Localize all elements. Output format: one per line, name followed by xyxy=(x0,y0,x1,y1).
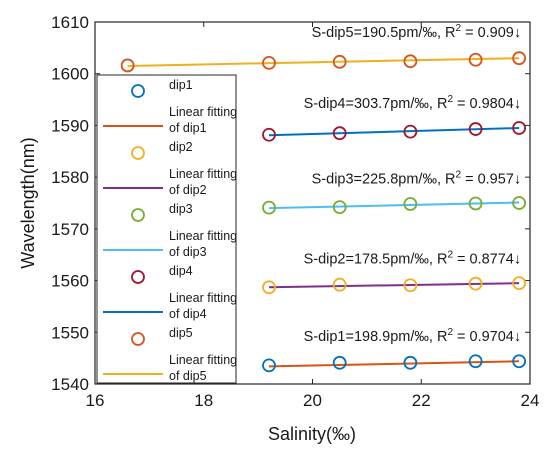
fit-line-1 xyxy=(268,360,520,368)
annotations: S-dip5=190.5pm/‰, R2 = 0.909↓ S-dip4=303.… xyxy=(304,23,522,345)
y-tick-label: 1540 xyxy=(51,375,89,394)
y-tick-label: 1580 xyxy=(51,168,89,187)
data-point-dip3 xyxy=(512,196,527,210)
fit-lines xyxy=(127,57,520,368)
legend-label: Linear fitting xyxy=(169,291,237,305)
data-point-dip5 xyxy=(403,54,418,69)
legend-label: of dip1 xyxy=(169,121,207,135)
x-tick-label: 24 xyxy=(521,391,540,410)
data-point-dip1 xyxy=(403,355,418,370)
legend-marker xyxy=(131,208,145,222)
data-point-dip5 xyxy=(512,51,527,66)
data-point-dip5 xyxy=(332,54,347,69)
y-tick-label: 1590 xyxy=(51,116,89,135)
data-point-dip5 xyxy=(262,55,276,70)
annotation-label: S-dip3=225.8pm/‰, R2 = 0.957↓ xyxy=(312,169,522,187)
legend-marker xyxy=(131,332,145,346)
data-point-dip1 xyxy=(468,354,483,369)
data-point-dip2 xyxy=(468,276,483,291)
data-point-dip3 xyxy=(403,197,418,211)
fit-line-4 xyxy=(268,127,520,137)
data-point-dip3 xyxy=(332,200,347,215)
legend-label: dip3 xyxy=(169,202,193,216)
data-point-dip2 xyxy=(332,277,347,292)
legend-marker xyxy=(131,146,145,160)
y-axis-label: Wavelength(nm) xyxy=(18,137,38,268)
data-point-dip2 xyxy=(262,280,276,295)
legend-label: Linear fitting xyxy=(169,229,237,243)
y-tick-label: 1570 xyxy=(51,220,89,239)
data-point-dip1 xyxy=(262,358,276,373)
data-point-dip4 xyxy=(403,124,418,139)
y-tick-label: 1600 xyxy=(51,65,89,84)
data-point-dip1 xyxy=(332,355,347,370)
fit-line-2 xyxy=(268,282,520,289)
legend-label: Linear fitting xyxy=(169,353,237,367)
legend-label: dip1 xyxy=(169,78,193,92)
data-point-dip5 xyxy=(120,58,135,73)
x-tick-label: 16 xyxy=(86,391,105,410)
data-point-dip3 xyxy=(468,196,483,211)
data-point-dip2 xyxy=(512,276,527,291)
legend-label: of dip3 xyxy=(169,245,207,259)
legend-marker xyxy=(131,270,145,284)
data-points xyxy=(120,51,527,373)
annotation-label: S-dip4=303.7pm/‰, R2 = 0.9804↓ xyxy=(304,94,522,112)
x-tick-label: 22 xyxy=(412,391,431,410)
data-point-dip2 xyxy=(403,278,418,293)
data-point-dip4 xyxy=(512,121,527,135)
y-tick-label: 1560 xyxy=(51,272,89,291)
legend-label: Linear fitting xyxy=(169,105,237,119)
y-tick-label: 1550 xyxy=(51,323,89,342)
legend-label: dip5 xyxy=(169,326,193,340)
axes: 16 18 20 22 24 1540 1550 1560 1570 1580 1590 1600 16… xyxy=(51,13,539,410)
data-point-dip4 xyxy=(468,122,483,136)
legend-label: of dip5 xyxy=(169,369,207,383)
y-tick-label: 1610 xyxy=(51,13,89,32)
legend-marker xyxy=(131,84,145,98)
x-tick-label: 18 xyxy=(194,391,213,410)
legend-label: dip4 xyxy=(169,264,193,278)
data-point-dip4 xyxy=(332,126,347,141)
legend-label: of dip2 xyxy=(169,183,207,197)
legend-label: Linear fitting xyxy=(169,167,237,181)
x-tick-label: 20 xyxy=(303,391,322,410)
legend-label: of dip4 xyxy=(169,307,207,321)
data-point-dip5 xyxy=(468,52,483,67)
legend-label: dip2 xyxy=(169,140,193,154)
annotation-label: S-dip2=178.5pm/‰, R2 = 0.8774↓ xyxy=(304,250,522,268)
annotation-label: S-dip1=198.9pm/‰, R2 = 0.9704↓ xyxy=(304,327,522,345)
data-point-dip1 xyxy=(512,354,527,369)
data-point-dip4 xyxy=(262,127,276,142)
legend: dip1 Linear fitting of dip1 dip2 Linear fitt… xyxy=(96,74,237,384)
data-point-dip3 xyxy=(262,200,276,215)
annotation-label: S-dip5=190.5pm/‰, R2 = 0.909↓ xyxy=(312,23,522,41)
x-axis-label: Salinity(‰) xyxy=(268,424,356,444)
fit-line-5 xyxy=(127,57,520,67)
fit-line-3 xyxy=(268,201,520,210)
